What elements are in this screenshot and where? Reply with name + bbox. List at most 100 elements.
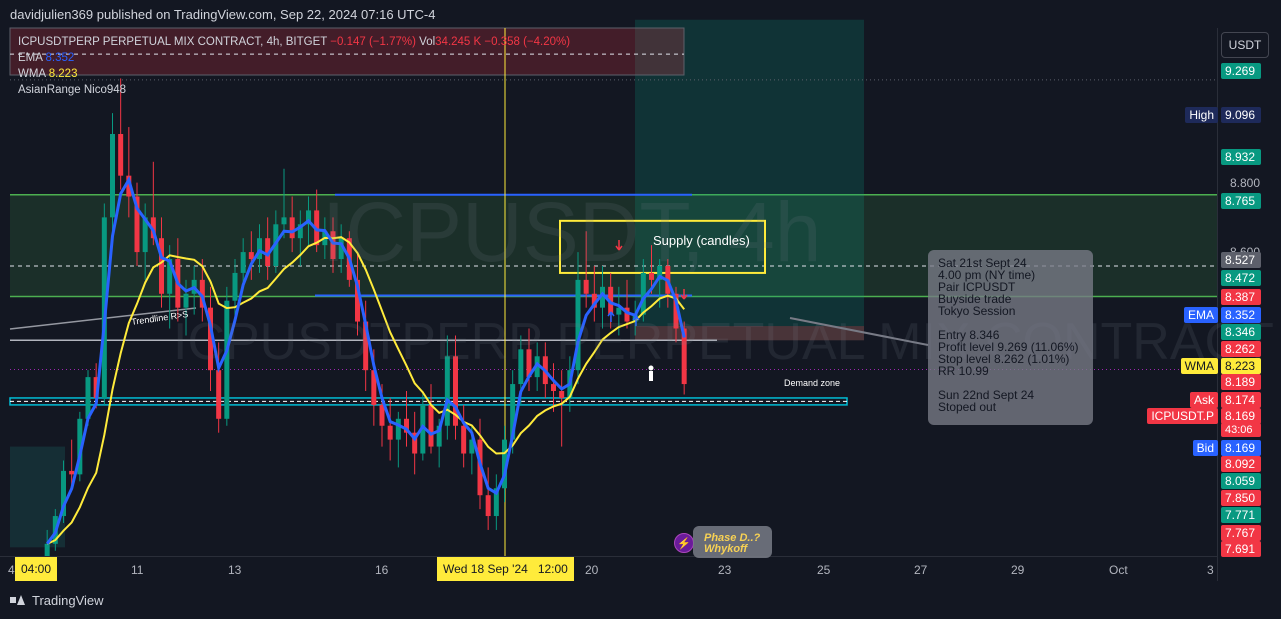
phase-line2: Whykoff [704,543,748,555]
candle-body [281,217,287,225]
volume-change: −0.358 (−4.20%) [484,36,571,48]
note-pointer [789,317,929,346]
price-tag-value: 9.269 [1221,63,1261,79]
lightning-icon[interactable]: ⚡ [674,533,694,553]
candle-body [502,439,507,489]
note-line: Buyside trade [938,292,1012,306]
candle-body [510,384,516,440]
time-tick-label: Oct [1109,563,1128,577]
candle-body [306,210,311,225]
crosshair-time-tag: Wed 18 Sep '24 12:00 [437,557,574,581]
candle-body [240,252,246,273]
asian-range-legend-row[interactable]: AsianRange Nico948 [18,82,570,98]
candle-body [289,217,295,239]
candle-body [673,293,679,329]
phase-idea-badge[interactable]: Phase D..? Whykoff [693,526,772,558]
price-change: −0.147 (−1.77%) [330,36,416,48]
price-tag-value: 8.352 [1221,307,1261,323]
supply-label: Supply (candles) [653,233,750,248]
note-line: Stop level 8.262 (1.01%) [938,352,1070,366]
candle-body [265,238,271,266]
time-tick-label: 11 [131,563,144,577]
candle-body [199,279,205,308]
note-line: Profit level 9.269 (11.06%) [938,340,1079,354]
candle-body [518,349,524,385]
currency-button[interactable]: USDT [1221,32,1269,58]
candle-body [150,217,156,239]
candle-body [126,175,132,197]
price-tag-value: 8.765 [1221,193,1261,209]
ema-legend-row[interactable]: EMA 8.352 [18,50,570,66]
candle-body [208,307,213,371]
candle-body [640,272,646,315]
price-tag-value: 8.262 [1221,341,1261,357]
price-tag-label: Bid [1192,440,1218,456]
candle-body [591,293,597,308]
price-tag-value: 8.346 [1221,324,1261,340]
target-box [635,19,864,341]
candle-body [493,488,499,517]
publish-header: davidjulien369 published on TradingView.… [0,0,1281,28]
candle-body [404,418,409,433]
candle-body [534,356,540,378]
price-tag-value: 8.932 [1221,149,1261,165]
candle-body [44,543,50,558]
ema-value: 8.352 [45,52,75,64]
candle-body [85,377,91,419]
candle-body [61,470,66,517]
note-line: Tokyo Session [938,304,1016,318]
candle-body [297,224,303,239]
note-line: Sun 22nd Sept 24 [938,388,1035,402]
price-tag-value: 8.223 [1221,358,1261,374]
chart-legend: ICPUSDTPERP PERPETUAL MIX CONTRACT, 4h, … [18,34,570,98]
price-tag-value: 43:06 [1221,423,1261,437]
footer: TradingView [0,581,1281,619]
candle-body [526,349,532,378]
buy-arrow-icon [632,315,640,326]
candle-body [575,279,581,371]
candle-body [436,425,442,447]
supply-box [559,219,766,274]
candle-body [134,196,140,253]
candle-body [453,356,458,426]
price-tag-label: ICPUSDT.P [1147,408,1218,424]
price-tick-label: 8.800 [1230,175,1261,190]
publish-text: davidjulien369 published on TradingView.… [10,6,436,22]
crosshair-date: Wed 18 Sep '24 [443,562,528,576]
candle-body [583,279,589,294]
candle-body [232,272,238,301]
time-start-tag: 04:00 [15,557,58,581]
time-tick-label: 23 [718,563,732,577]
legend-highlight-box [9,27,685,76]
candle-body [69,470,75,475]
buy-arrow-icon [607,311,615,322]
price-tag-value: 8.472 [1221,270,1261,286]
time-tick-label: 20 [585,563,599,577]
candle-body [387,425,393,440]
trade-note[interactable]: Sat 21st Sept 24 4.00 pm (NY time) Pair IC… [928,250,1093,425]
person-icon [648,365,654,371]
phase-line1: Phase D..? [704,532,761,544]
candle-body [469,439,475,454]
stop-box [635,326,864,341]
candle-body [624,307,630,322]
candle-body [183,293,189,308]
symbol-legend-row[interactable]: ICPUSDTPERP PERPETUAL MIX CONTRACT, 4h, … [18,34,570,50]
symbol-watermark: ICPUSDT, 4h [322,185,822,279]
candle-body [551,384,556,392]
candle-body [681,328,687,385]
price-tag-value: 7.691 [1221,541,1261,557]
candle-body [363,321,369,371]
price-tag-label: High [1185,107,1218,123]
sell-arrow-icon [680,289,688,300]
wma-legend-row[interactable]: WMA 8.223 [18,66,570,82]
price-tag-label: Ask [1189,392,1218,408]
candle-body [461,425,467,454]
candle-body [224,300,230,419]
candle-body [248,252,254,260]
brand-name: TradingView [32,592,104,608]
price-tag-value: 7.850 [1221,490,1261,506]
candle-body [600,286,605,308]
wma-label: WMA [18,68,46,80]
price-tag-value: 8.092 [1221,456,1261,472]
